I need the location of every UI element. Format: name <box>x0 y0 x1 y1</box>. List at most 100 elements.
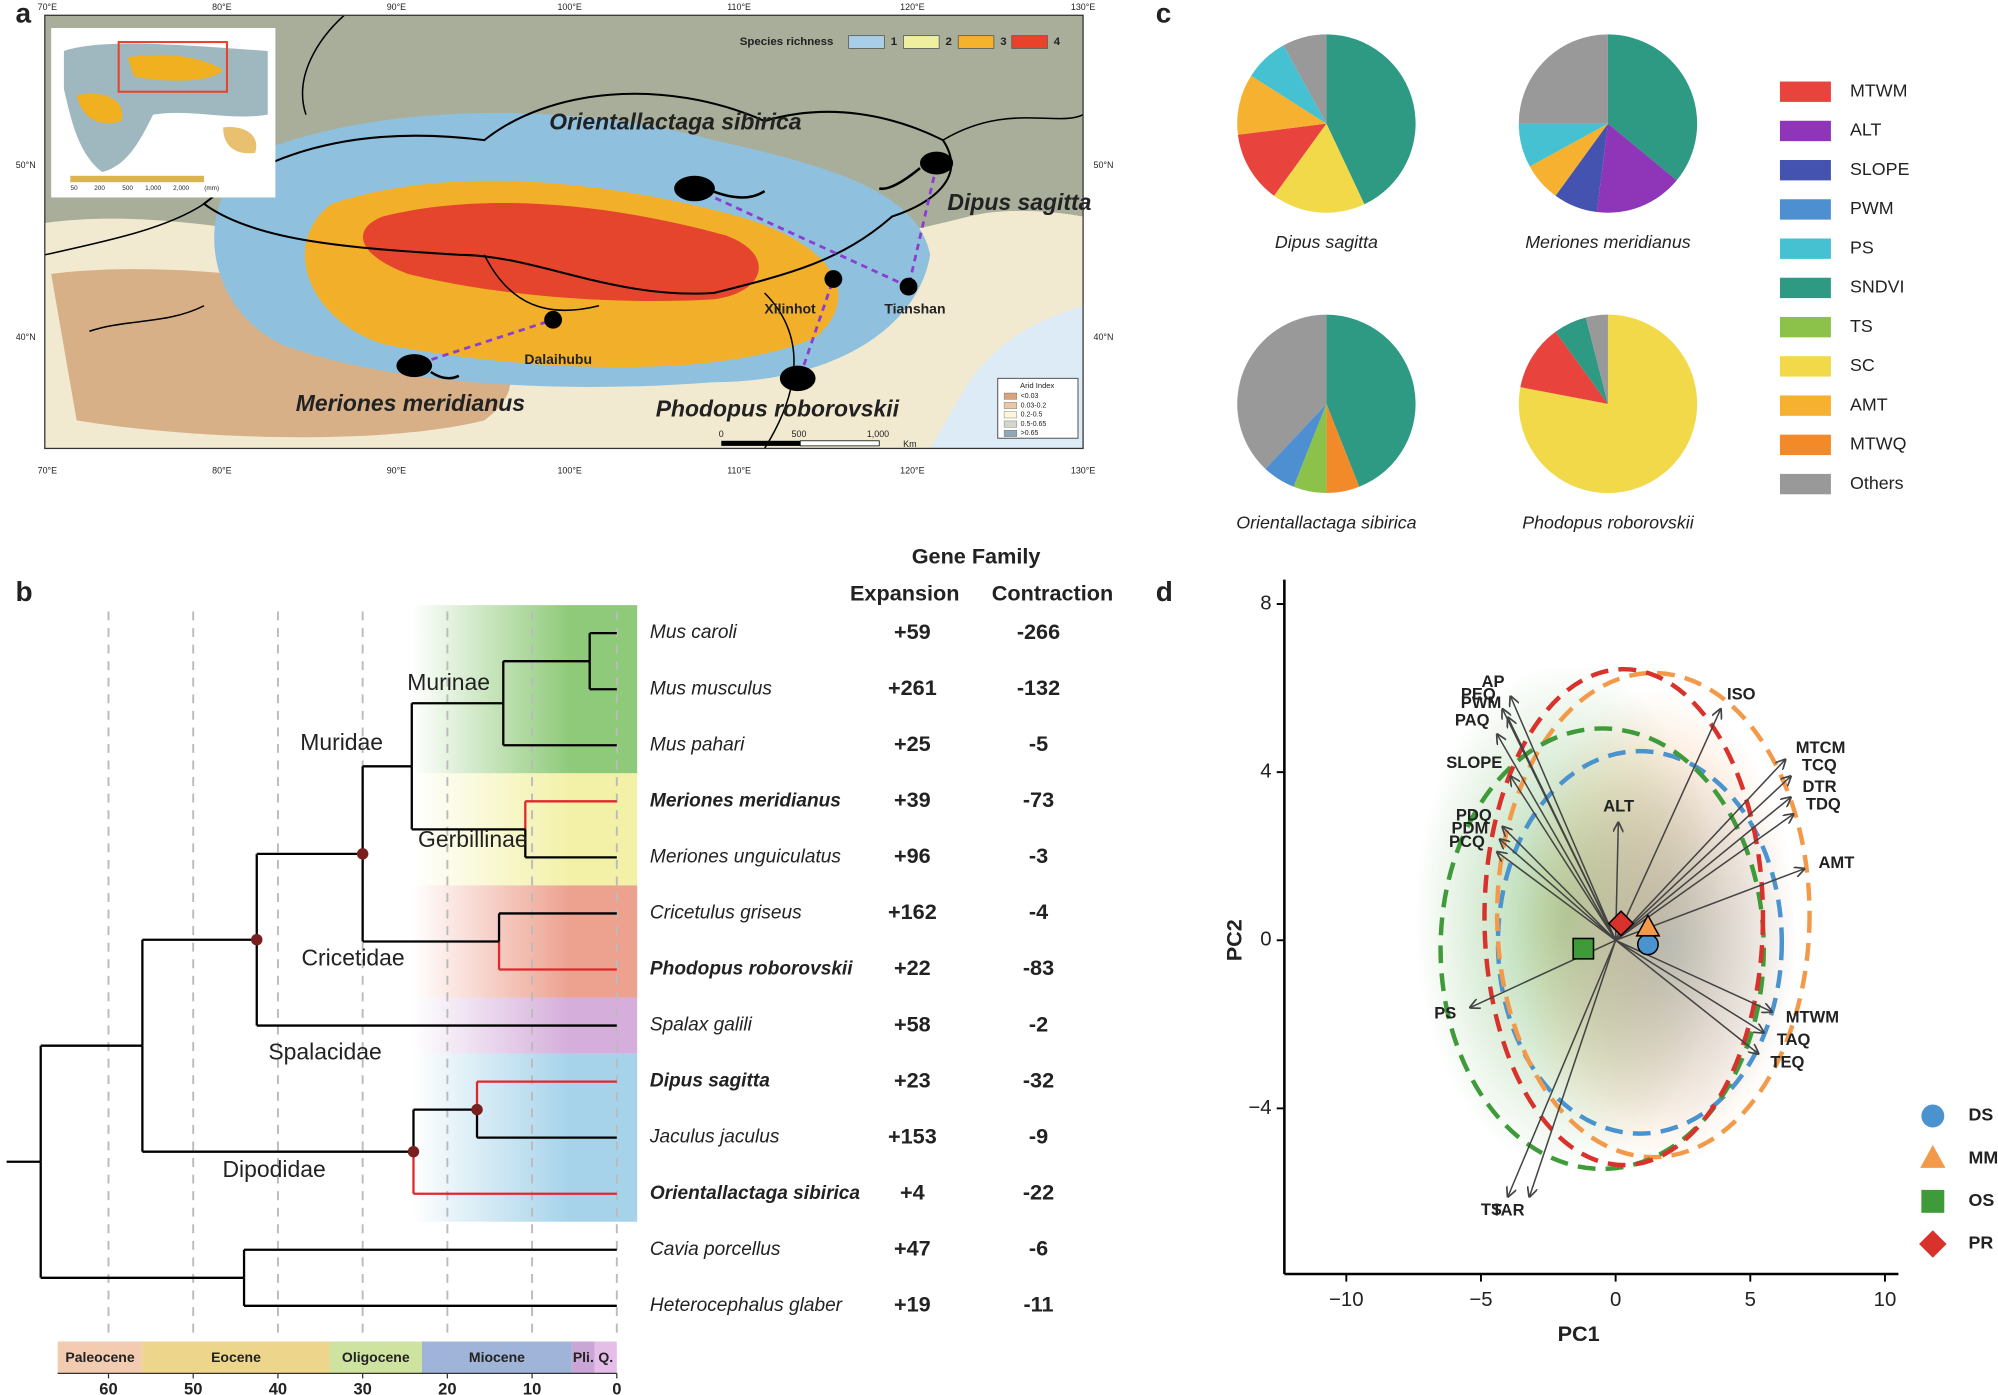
legend-label: >0.65 <box>1021 430 1039 437</box>
lon-tick-label: 80°E <box>212 2 231 12</box>
lon-tick-label: 110°E <box>727 466 751 476</box>
legend-label: PS <box>1850 237 1874 257</box>
loading-arrow <box>1503 827 1617 941</box>
legend-label: Others <box>1850 473 1904 493</box>
centroid <box>1635 913 1661 937</box>
lon-tick-label: 90°E <box>387 466 406 476</box>
time-tick-label: 60 <box>99 1379 117 1395</box>
clade-label: Spalacidae <box>268 1039 381 1065</box>
species-name: Cavia porcellus <box>650 1239 781 1260</box>
pie-title: Orientallactaga sibirica <box>1236 512 1416 532</box>
loading-label: MTWM <box>1786 1007 1839 1026</box>
pie-slice <box>1607 34 1698 181</box>
epoch-label: Paleocene <box>65 1349 134 1365</box>
species-name: Dipus sagitta <box>650 1071 770 1092</box>
epoch <box>571 1341 595 1374</box>
x-tick-label: 10 <box>1874 1289 1897 1311</box>
loading-arrow <box>1511 776 1617 941</box>
contraction-count: -22 <box>1023 1179 1054 1204</box>
pie-slice <box>1518 34 1608 124</box>
loading-label: TCQ <box>1802 755 1837 774</box>
clade-label: Dipodidae <box>222 1156 325 1182</box>
epoch <box>421 1341 572 1374</box>
legend-label: 2 <box>945 36 951 48</box>
pie-slice <box>1273 123 1365 213</box>
expansion-count: +39 <box>894 787 931 812</box>
expansion-count: +153 <box>888 1123 937 1148</box>
pie-slice <box>1520 331 1608 404</box>
legend-swatch <box>1003 402 1018 409</box>
contraction-count: -3 <box>1029 843 1048 868</box>
lon-tick-label: 80°E <box>212 466 231 476</box>
legend-marker <box>1921 1189 1945 1213</box>
legend-swatch <box>1003 411 1018 419</box>
contraction-count: -9 <box>1029 1123 1048 1148</box>
contraction-count: -132 <box>1017 675 1060 700</box>
clade-label: Murinae <box>407 669 490 695</box>
epoch-label: Pli. <box>573 1349 594 1365</box>
species-name: Orientallactaga sibirica <box>650 1183 861 1204</box>
lon-tick-label: 130°E <box>1071 2 1095 12</box>
expansion-count: +96 <box>894 843 931 868</box>
epoch-label: Oligocene <box>342 1349 410 1365</box>
pie-slice <box>1555 123 1608 213</box>
confidence-ellipse <box>1494 670 1812 1160</box>
legend-label: SLOPE <box>1850 159 1910 179</box>
lon-tick-label: 120°E <box>900 466 924 476</box>
epoch <box>329 1341 422 1374</box>
species-label: Orientallactaga sibirica <box>549 109 802 135</box>
panel-label: c <box>1156 0 1172 29</box>
pie-title: Phodopus roborovskii <box>1522 512 1694 532</box>
loading-label: PDQ <box>1456 805 1492 824</box>
clade-label: Gerbillinae <box>418 826 528 852</box>
inset-scale-label: (mm) <box>204 185 219 192</box>
time-tick-label: 0 <box>612 1379 621 1395</box>
confidence-ellipse <box>1495 748 1785 1136</box>
loading-label: PEQ <box>1461 685 1496 704</box>
loading-arrow <box>1615 939 1759 1053</box>
loading-arrow <box>1500 839 1617 941</box>
legend-marker <box>1921 1104 1945 1128</box>
lon-tick-label: 100°E <box>557 466 581 476</box>
contraction-count: -73 <box>1023 787 1054 812</box>
x-axis-title: PC1 <box>1558 1321 1600 1346</box>
legend-swatch <box>903 35 940 49</box>
epoch-label: Q. <box>598 1349 613 1365</box>
loading-label: PWM <box>1461 693 1501 712</box>
loading-arrow <box>1529 940 1617 1196</box>
species-name: Mus pahari <box>650 734 745 755</box>
lon-tick-label: 90°E <box>387 2 406 12</box>
pie-slice <box>1251 45 1327 124</box>
table-header: Contraction <box>992 581 1113 606</box>
expansion-count: +58 <box>894 1011 931 1036</box>
expansion-count: +47 <box>894 1235 931 1260</box>
loading-arrow <box>1615 760 1786 941</box>
legend-label: 0.2-0.5 <box>1021 412 1043 419</box>
time-tick-label: 10 <box>523 1379 541 1395</box>
contraction-count: -2 <box>1029 1011 1048 1036</box>
loading-label: TAQ <box>1777 1030 1811 1049</box>
contraction-count: -4 <box>1029 899 1048 924</box>
lon-tick-label: 70°E <box>38 2 57 12</box>
pie-slice <box>1326 314 1416 487</box>
legend-label: PWM <box>1850 198 1894 218</box>
legend-swatch <box>1779 277 1831 299</box>
legend-label: MTWM <box>1850 80 1907 100</box>
node-dot <box>407 1145 420 1158</box>
loading-arrow <box>1615 939 1764 1032</box>
legend-label: DS <box>1968 1105 1993 1125</box>
expansion-count: +4 <box>900 1179 925 1204</box>
pie-slice <box>1293 403 1327 494</box>
loading-label: PS <box>1434 1003 1456 1022</box>
expansion-count: +23 <box>894 1067 931 1092</box>
epoch <box>142 1341 330 1374</box>
pie-slice <box>1596 123 1677 213</box>
lon-tick-label: 120°E <box>900 2 924 12</box>
x-tick-label: 5 <box>1745 1289 1756 1311</box>
x-tick-label: −5 <box>1469 1289 1492 1311</box>
time-tick-label: 20 <box>438 1379 456 1395</box>
lon-tick-label: 110°E <box>727 2 751 12</box>
loading-arrow <box>1508 718 1617 941</box>
legend-swatch <box>1779 160 1831 181</box>
